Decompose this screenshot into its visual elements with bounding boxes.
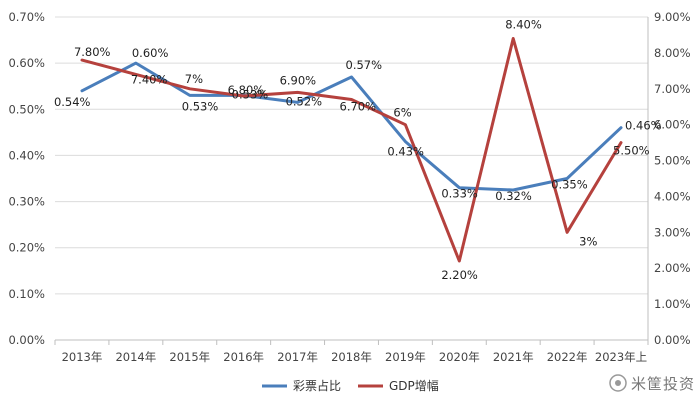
x-tick-label: 2014年 — [115, 350, 156, 364]
x-axis: 2013年 2014年 2015年 2016年 2017年 2018年 2019年 2020年… — [54, 340, 649, 364]
legend-label: GDP增幅 — [389, 378, 439, 393]
watermark: 米筐投资 — [609, 374, 695, 393]
data-label-gdp-growth: 7.80% — [74, 45, 111, 59]
legend: 彩票占比 GDP增幅 — [262, 378, 439, 393]
y-right-tick-label: 9.00% — [654, 10, 691, 24]
x-tick-label: 2016年 — [223, 350, 264, 364]
data-label-lottery-share: 0.35% — [551, 178, 588, 192]
x-tick-label: 2022年 — [547, 350, 588, 364]
y-right-tick-label: 7.00% — [654, 82, 691, 96]
x-tick-label: 2015年 — [169, 350, 210, 364]
data-label-gdp-growth: 6.70% — [340, 100, 377, 114]
y-right-tick-label: 2.00% — [654, 261, 691, 275]
data-label-lottery-share: 0.52% — [286, 94, 323, 108]
data-label-gdp-growth: 7.40% — [131, 72, 168, 86]
data-label-gdp-growth: 7% — [185, 72, 203, 86]
x-tick-label: 2021年 — [493, 350, 534, 364]
data-label-lottery-share: 0.53% — [182, 99, 219, 113]
y-left-tick-label: 0.70% — [8, 10, 45, 24]
data-label-lottery-share: 0.53% — [232, 87, 269, 101]
y-axis-right: 0.00% 1.00% 2.00% 3.00% 4.00% 5.00% 6.00% 7.00%… — [647, 10, 691, 347]
gridlines — [55, 16, 648, 341]
y-right-tick-label: 6.00% — [654, 118, 691, 132]
data-label-gdp-growth: 6.80% — [228, 83, 265, 97]
data-label-gdp-growth: 2.20% — [441, 268, 478, 282]
series-layer — [80, 37, 623, 263]
data-label-gdp-growth: 5.50% — [613, 144, 650, 158]
data-label-lottery-share: 0.60% — [132, 46, 169, 60]
x-tick-label: 2023年上 — [595, 350, 647, 364]
data-label-lottery-share: 0.32% — [495, 189, 532, 203]
x-tick-label: 2017年 — [277, 350, 318, 364]
y-right-tick-label: 1.00% — [654, 297, 691, 311]
x-tick-label: 2020年 — [439, 350, 480, 364]
data-labels: 0.54% 0.60% 0.53% 0.53% 0.52% 0.57% 0.43% 0.33%… — [54, 18, 662, 283]
y-left-tick-label: 0.30% — [8, 195, 45, 209]
data-label-gdp-growth: 3% — [579, 234, 597, 248]
y-left-tick-label: 0.20% — [8, 241, 45, 255]
y-axis-left: 0.00% 0.10% 0.20% 0.30% 0.40% 0.50% 0.60% 0.70% — [8, 10, 45, 347]
data-label-lottery-share: 0.54% — [54, 95, 91, 109]
data-label-gdp-growth: 6% — [393, 106, 411, 120]
y-left-tick-label: 0.60% — [8, 56, 45, 70]
x-tick-label: 2013年 — [62, 350, 103, 364]
data-label-lottery-share: 0.43% — [387, 145, 424, 159]
y-left-tick-label: 0.40% — [8, 148, 45, 162]
y-left-tick-label: 0.10% — [8, 287, 45, 301]
data-label-lottery-share: 0.46% — [625, 119, 662, 133]
y-right-tick-label: 8.00% — [654, 46, 691, 60]
data-label-gdp-growth: 6.90% — [280, 73, 317, 87]
legend-label: 彩票占比 — [293, 378, 341, 393]
y-right-tick-label: 5.00% — [654, 154, 691, 168]
y-left-tick-label: 0.00% — [8, 333, 45, 347]
y-right-tick-label: 3.00% — [654, 225, 691, 239]
watermark-icon-dot — [615, 380, 621, 386]
y-right-tick-label: 4.00% — [654, 189, 691, 203]
data-label-lottery-share: 0.57% — [346, 58, 383, 72]
data-label-lottery-share: 0.33% — [441, 187, 478, 201]
x-tick-label: 2018年 — [331, 350, 372, 364]
watermark-text: 米筐投资 — [631, 375, 695, 393]
y-left-tick-label: 0.50% — [8, 102, 45, 116]
data-label-gdp-growth: 8.40% — [505, 18, 542, 32]
y-right-tick-label: 0.00% — [654, 333, 691, 347]
watermark-icon — [609, 374, 627, 392]
x-tick-label: 2019年 — [385, 350, 426, 364]
